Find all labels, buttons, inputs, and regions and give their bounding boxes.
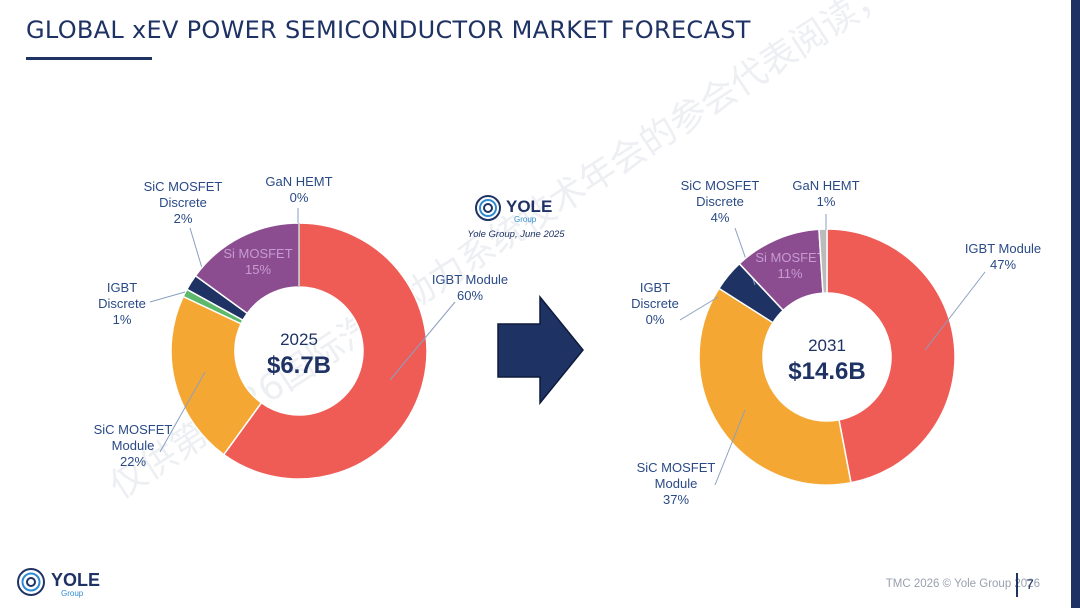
slice-label: IGBT Module <box>432 272 508 287</box>
slice-label: Si MOSFET <box>755 250 824 265</box>
slice-label: Discrete <box>98 296 146 311</box>
data-label-si-mosfet: Si MOSFET 11% <box>755 250 824 281</box>
center-market-value: $6.7B <box>267 352 331 379</box>
logo-name: YOLE <box>506 197 552 216</box>
data-label-gan-hemt: GaN HEMT 1% <box>792 178 859 209</box>
page-title: GLOBAL xEV POWER SEMICONDUCTOR MARKET FO… <box>26 16 751 44</box>
slice-value: 60% <box>457 288 483 303</box>
slice-label: SiC MOSFET <box>144 179 223 194</box>
slice-label: SiC MOSFET <box>637 460 716 475</box>
slice-value: 15% <box>245 262 271 277</box>
right-edge-stripe <box>1071 0 1080 608</box>
slice-igbt-module <box>826 228 956 484</box>
data-label-igbt-module: IGBT Module 47% <box>965 241 1041 272</box>
leader-line-igbt-module <box>924 271 986 351</box>
slice-value: 1% <box>113 312 132 327</box>
slice-label: IGBT Module <box>965 241 1041 256</box>
title-underline <box>26 57 152 60</box>
leader-line-sic-mosfet-module <box>159 371 206 453</box>
yole-logo-center: YOLE Group <box>475 195 552 224</box>
data-label-sic-mosfet-discrete: SiC MOSFET Discrete 4% <box>681 178 760 225</box>
slice-label: IGBT <box>640 280 670 295</box>
data-label-igbt-module: IGBT Module 60% <box>432 272 508 303</box>
slice-sic-mosfet-module <box>698 287 852 486</box>
slice-sic-mosfet-module <box>170 295 263 456</box>
slice-label: GaN HEMT <box>792 178 859 193</box>
slice-value: 11% <box>777 266 802 281</box>
leader-line-igbt-discrete <box>149 291 186 303</box>
arrow-shape <box>497 294 584 406</box>
data-label-igbt-discrete: IGBT Discrete 0% <box>631 280 679 327</box>
logo-name: YOLE <box>51 570 100 590</box>
slice-label: GaN HEMT <box>265 174 332 189</box>
center-market-value: $14.6B <box>788 358 865 385</box>
slice-igbt-module <box>222 222 428 480</box>
slice-value: 37% <box>663 492 689 507</box>
data-label-igbt-discrete: IGBT Discrete 1% <box>98 280 146 327</box>
footer-separator <box>1016 573 1018 597</box>
slice-label: Discrete <box>696 194 744 209</box>
leader-line-igbt-module <box>389 301 456 381</box>
slice-gan-hemt <box>818 228 828 294</box>
center-year: 2031 <box>808 336 846 355</box>
data-label-sic-mosfet-discrete: SiC MOSFET Discrete 2% <box>144 179 223 226</box>
slice-label: Discrete <box>159 195 207 210</box>
slice-label: SiC MOSFET <box>94 422 173 437</box>
data-label-gan-hemt: GaN HEMT 0% <box>265 174 332 205</box>
slice-value: 0% <box>290 190 309 205</box>
page-number: 7 <box>1026 576 1034 592</box>
slice-value: 4% <box>711 210 730 225</box>
footer-copyright: TMC 2026 © Yole Group 2026 <box>885 578 1040 590</box>
donut-chart-2025: IGBT Module 60%SiC MOSFET Module 22%IGBT Dis… <box>94 174 508 480</box>
slice-label: Discrete <box>631 296 679 311</box>
slice-value: 2% <box>174 211 193 226</box>
yole-logo-footer: YOLE Group <box>17 568 100 598</box>
center-year: 2025 <box>280 330 318 349</box>
slice-label: Si MOSFET <box>223 246 292 261</box>
source-note: Yole Group, June 2025 <box>467 229 565 240</box>
slice-value: 22% <box>120 454 146 469</box>
slice-value: 47% <box>990 257 1016 272</box>
logo-sub: Group <box>514 215 537 224</box>
donut-chart-2031: IGBT Module 47%SiC MOSFET Module 37%IGBT Dis… <box>631 178 1041 507</box>
slice-value: 0% <box>646 312 665 327</box>
slice-label: IGBT <box>107 280 137 295</box>
slice-label: SiC MOSFET <box>681 178 760 193</box>
data-label-sic-mosfet-module: SiC MOSFET Module 37% <box>637 460 716 507</box>
leader-line-igbt-discrete <box>679 296 719 321</box>
leader-line-sic-mosfet-module <box>714 409 746 486</box>
slice-label: Module <box>655 476 698 491</box>
data-label-sic-mosfet-module: SiC MOSFET Module 22% <box>94 422 173 469</box>
data-label-si-mosfet: Si MOSFET 15% <box>223 246 292 277</box>
slice-value: 1% <box>817 194 836 209</box>
logo-sub: Group <box>61 589 84 598</box>
slice-label: Module <box>112 438 155 453</box>
